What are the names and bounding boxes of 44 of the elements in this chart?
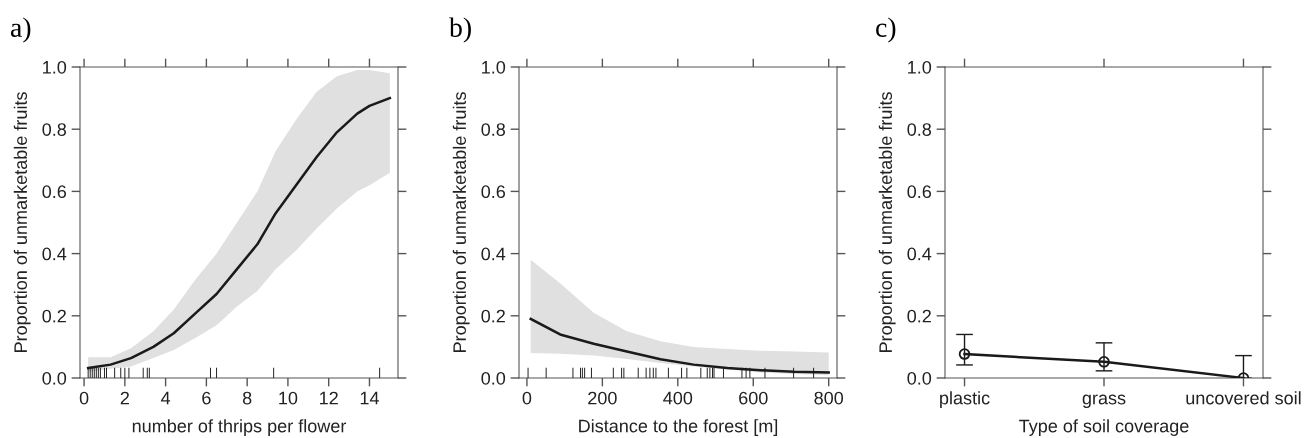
x-tick-label: 14: [360, 391, 379, 405]
x-tick-label: 600: [739, 391, 768, 405]
x-axis-title: Type of soil coverage: [1019, 419, 1189, 436]
x-tick-label: 800: [814, 391, 844, 405]
x-tick-label: 4: [161, 391, 171, 405]
y-tick-label: 0.2: [907, 309, 931, 323]
y-tick-label: 0.6: [481, 185, 506, 199]
y-tick-label: 0.4: [481, 247, 506, 261]
y-tick-label: 1.0: [908, 60, 932, 74]
y-tick-label: 0.8: [481, 123, 506, 136]
y-tick-label: 0.6: [907, 185, 932, 199]
x-tick-label: uncovered soil: [1186, 391, 1301, 405]
y-tick-label: 0.2: [42, 309, 66, 323]
y-tick-label: 0.6: [42, 185, 67, 199]
x-tick-label: plastic: [940, 391, 990, 409]
x-tick-label: 0: [522, 391, 532, 405]
x-tick-label: 12: [320, 391, 338, 405]
chart-title: b): [449, 17, 471, 43]
chart-title: a): [10, 17, 31, 43]
y-axis-title: Proportion of unmarketable fruits: [878, 92, 896, 352]
y-tick-label: 0.0: [42, 371, 67, 385]
x-tick-label: 200: [588, 391, 617, 405]
x-axis-title: number of thrips per flower: [132, 419, 347, 436]
y-tick-label: 0.2: [481, 309, 505, 323]
y-tick-label: 1.0: [43, 60, 67, 74]
y-axis-title: Proportion of unmarketable fruits: [452, 92, 470, 352]
y-tick-label: 0.4: [42, 247, 67, 261]
x-tick-label: 10: [279, 391, 298, 405]
y-tick-label: 0.4: [907, 247, 932, 261]
y-tick-label: 1.0: [482, 60, 506, 74]
y-tick-label: 0.0: [481, 371, 506, 385]
x-tick-label: 2: [120, 391, 129, 405]
x-tick-label: 0: [79, 391, 89, 405]
y-tick-label: 0.8: [42, 123, 67, 136]
x-tick-label: grass: [1082, 394, 1126, 409]
y-tick-label: 0.0: [907, 371, 932, 385]
y-tick-label: 0.8: [907, 123, 932, 136]
x-tick-label: 6: [202, 391, 211, 405]
x-tick-label: 8: [242, 391, 252, 405]
y-axis-title: Proportion of unmarketable fruits: [13, 92, 31, 352]
line-series: [529, 317, 830, 374]
x-axis-title: Distance to the forest [m]: [579, 419, 778, 436]
x-tick-label: 400: [663, 391, 693, 405]
chart-title: c): [876, 17, 896, 43]
